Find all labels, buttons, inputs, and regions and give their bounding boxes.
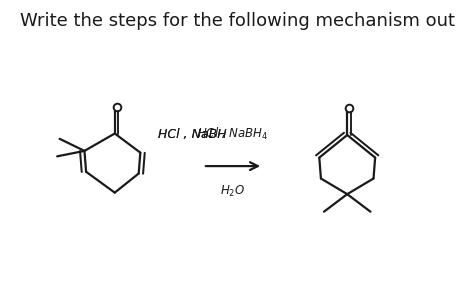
Text: HCl , NaBH: HCl , NaBH <box>158 128 227 141</box>
Text: H$_2$O: H$_2$O <box>220 184 246 199</box>
Text: HCl , NaBH$_4$: HCl , NaBH$_4$ <box>197 126 269 142</box>
Text: Write the steps for the following mechanism out: Write the steps for the following mechan… <box>19 12 455 30</box>
Text: HCl , NaBH: HCl , NaBH <box>158 128 227 141</box>
